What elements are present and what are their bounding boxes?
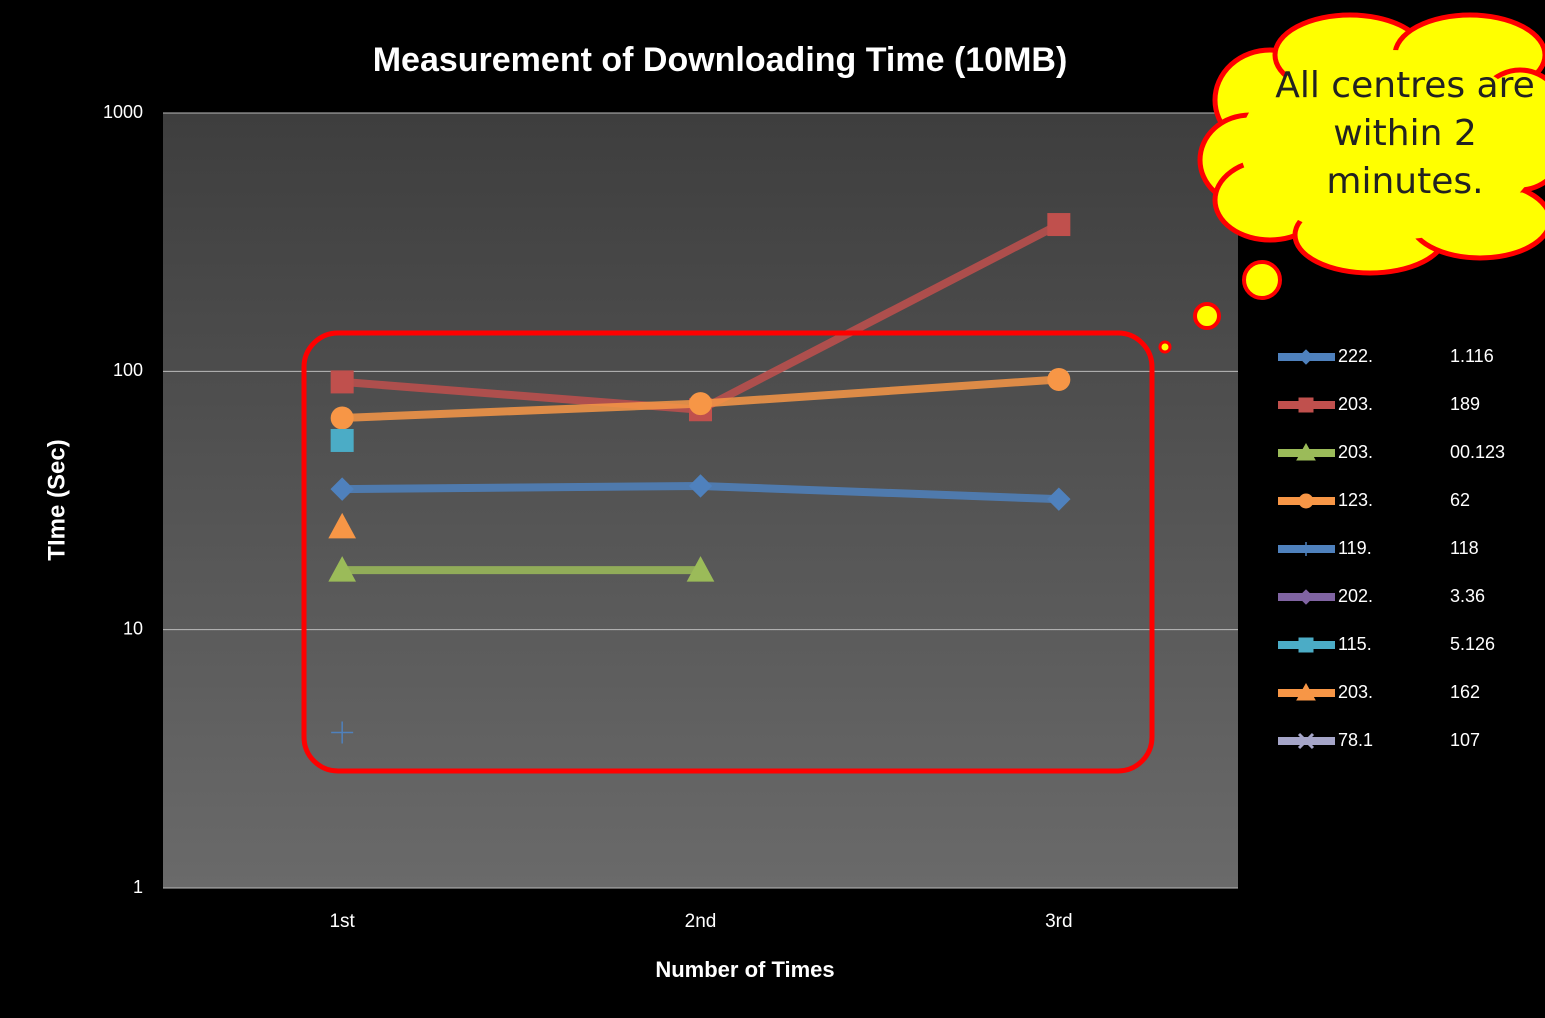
legend-label-tail: 5.126 [1450, 634, 1495, 654]
legend-label-tail: 3.36 [1450, 586, 1485, 606]
y-tick-label: 100 [113, 360, 143, 380]
marker [1299, 494, 1313, 508]
legend-label[interactable]: 202. [1338, 586, 1373, 606]
x-tick-label: 2nd [685, 911, 717, 932]
marker [331, 429, 353, 451]
legend-label[interactable]: 115. [1338, 634, 1372, 654]
marker [1299, 350, 1313, 364]
legend-label[interactable]: 203. [1338, 442, 1373, 462]
chart-title: Measurement of Downloading Time (10MB) [373, 41, 1068, 79]
annotation: All centres are within 2 minutes. [1270, 62, 1540, 206]
y-tick-label: 1000 [103, 102, 143, 122]
x-tick-label: 3rd [1045, 911, 1072, 932]
legend-label-tail: 107 [1450, 730, 1480, 750]
legend-label-tail: 189 [1450, 394, 1480, 414]
marker [331, 407, 353, 429]
marker [1299, 638, 1313, 652]
y-axis-label: TIme (Sec) [43, 439, 70, 560]
legend-label-tail: 00.123 [1450, 442, 1505, 462]
marker [1048, 368, 1070, 390]
marker [690, 393, 712, 415]
legend-label[interactable]: 203. [1338, 682, 1373, 702]
legend-label[interactable]: 203. [1338, 394, 1373, 414]
y-tick-label: 1 [133, 877, 143, 897]
marker [1299, 398, 1313, 412]
marker [1299, 542, 1313, 556]
marker [331, 371, 353, 393]
marker [1299, 590, 1313, 604]
legend-label-tail: 162 [1450, 682, 1480, 702]
chart: Measurement of Downloading Time (10MB) N… [0, 0, 1545, 1018]
legend-label-tail: 1.116 [1450, 346, 1494, 366]
legend-label[interactable]: 222. [1338, 346, 1373, 366]
x-axis-label: Number of Times [655, 957, 834, 982]
marker [1048, 214, 1070, 236]
legend-label[interactable]: 119. [1338, 538, 1372, 558]
legend-label[interactable]: 123. [1338, 490, 1373, 510]
legend-label-tail: 118 [1450, 538, 1479, 558]
legend-label-tail: 62 [1450, 490, 1470, 510]
x-tick-label: 1st [329, 911, 355, 932]
y-tick-label: 10 [123, 618, 143, 638]
legend-label[interactable]: 78.1 [1338, 730, 1373, 750]
